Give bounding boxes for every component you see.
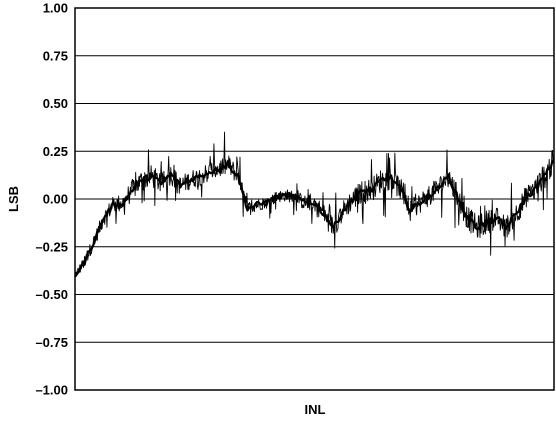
inl-trace	[74, 131, 555, 278]
y-tick-label: 1.00	[43, 1, 68, 16]
y-tick-label: 0.25	[43, 144, 68, 159]
y-tick-label: 0.75	[43, 48, 68, 63]
y-tick-label: –1.00	[35, 383, 68, 398]
plot-frame	[74, 7, 555, 391]
y-tick-label: –0.25	[35, 239, 68, 254]
y-tick-label: 0.00	[43, 192, 68, 207]
y-tick-label: 0.50	[43, 96, 68, 111]
series-mean-line	[74, 159, 555, 278]
x-axis-title: INL	[305, 402, 326, 417]
y-tick-label: –0.50	[35, 287, 68, 302]
y-tick-label: –0.75	[35, 335, 68, 350]
y-axis-title: LSB	[6, 186, 21, 212]
y-axis-ticks: 1.00 0.75 0.50 0.25 0.00 –0.25 –0.50 –0.75 –1.00	[35, 1, 68, 398]
